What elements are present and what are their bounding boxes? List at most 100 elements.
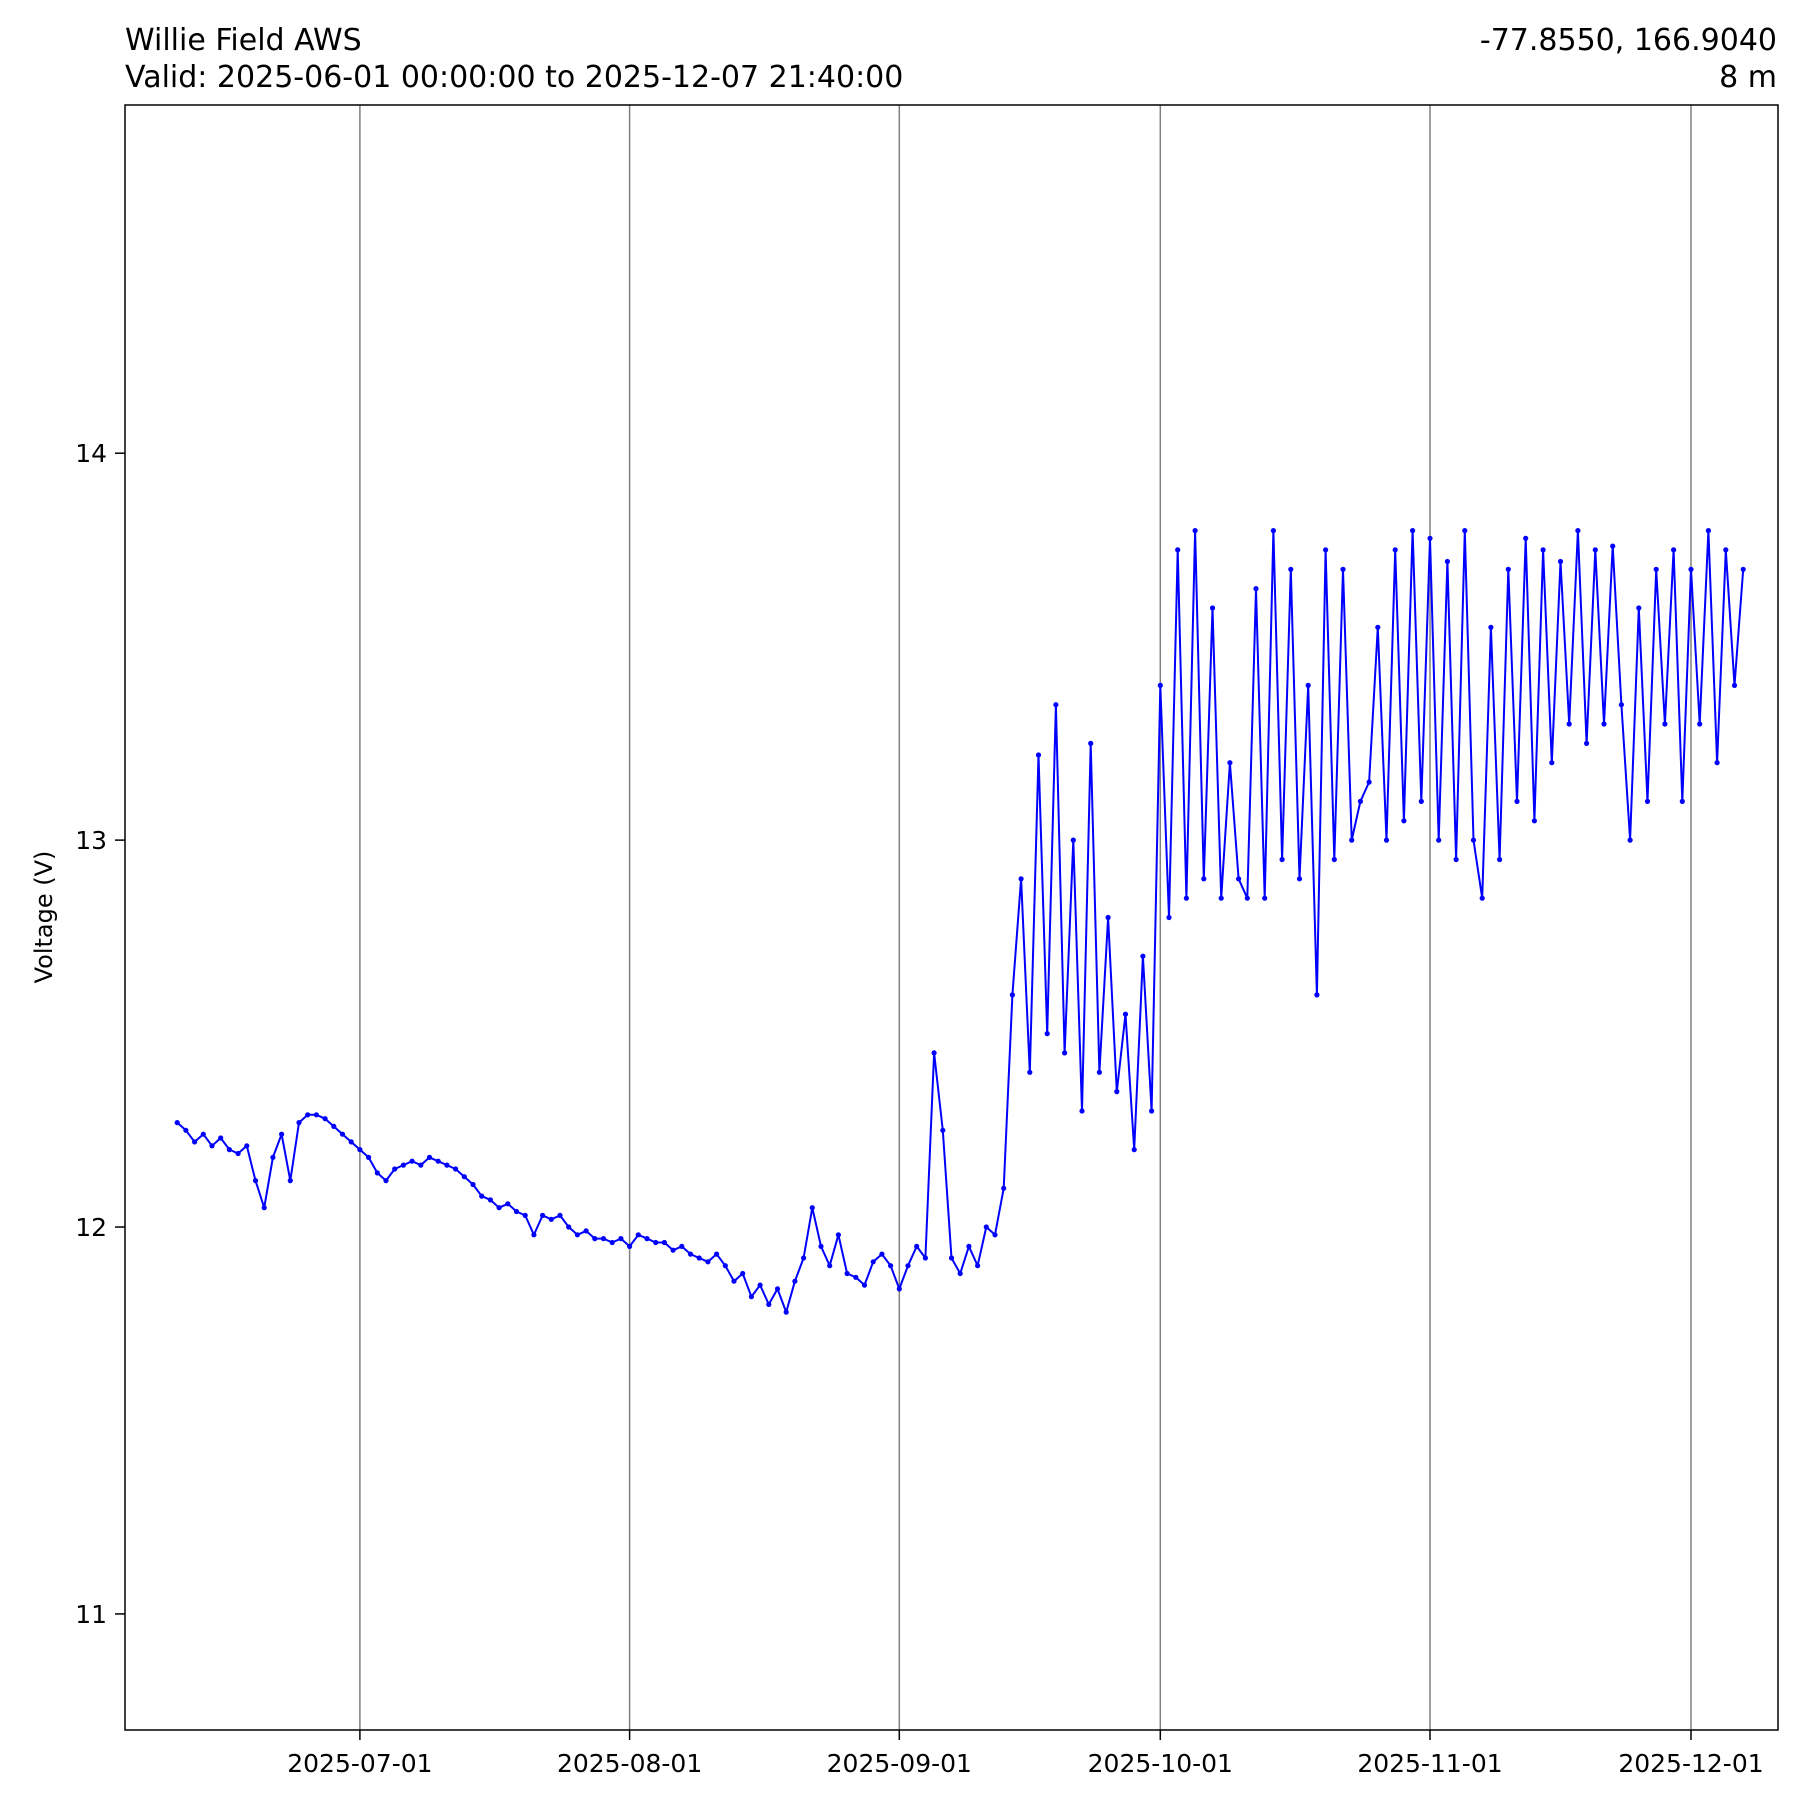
data-point-40: [522, 1212, 528, 1218]
data-point-39: [513, 1208, 520, 1215]
data-point-134: [1340, 566, 1346, 572]
data-point-118: [1201, 876, 1207, 882]
data-point-121: [1227, 760, 1233, 766]
data-point-153: [1505, 566, 1511, 572]
data-point-24: [383, 1178, 389, 1184]
data-point-35: [479, 1193, 485, 1199]
data-point-23: [374, 1170, 380, 1176]
data-point-33: [461, 1174, 467, 1180]
data-point-15: [305, 1112, 311, 1118]
data-point-130: [1305, 682, 1311, 689]
data-point-99: [1035, 752, 1042, 758]
data-point-14: [296, 1120, 302, 1126]
data-point-116: [1183, 895, 1189, 901]
data-point-100: [1044, 1031, 1050, 1037]
data-point-131: [1314, 992, 1320, 998]
data-point-64: [731, 1278, 737, 1284]
data-point-84: [905, 1263, 911, 1269]
data-point-7: [235, 1150, 241, 1157]
data-point-72: [801, 1255, 807, 1261]
data-point-38: [505, 1201, 511, 1207]
data-point-36: [487, 1197, 493, 1203]
data-point-57: [670, 1247, 676, 1253]
data-point-103: [1070, 837, 1076, 843]
data-point-91: [966, 1243, 972, 1249]
data-point-162: [1584, 740, 1590, 747]
data-point-54: [644, 1236, 650, 1242]
data-point-107: [1105, 914, 1111, 921]
data-point-59: [687, 1251, 694, 1257]
data-point-18: [331, 1123, 337, 1129]
data-point-81: [879, 1251, 885, 1257]
y-tick-label-3: 14: [75, 439, 107, 468]
data-point-70: [783, 1309, 789, 1315]
data-point-168: [1636, 605, 1642, 611]
data-point-68: [766, 1301, 772, 1307]
data-point-152: [1497, 856, 1503, 863]
data-point-133: [1331, 856, 1337, 863]
data-point-95: [1001, 1185, 1007, 1191]
data-point-82: [888, 1263, 894, 1269]
x-axis: 2025-07-01 2025-08-01 2025-09-01 2025-10-01…: [287, 1730, 1764, 1778]
data-point-90: [957, 1270, 963, 1277]
data-point-87: [931, 1050, 937, 1056]
data-point-142: [1410, 528, 1416, 534]
data-point-11: [270, 1154, 276, 1160]
data-point-19: [339, 1131, 346, 1137]
data-point-126: [1270, 528, 1276, 534]
y-tick-label-1: 12: [75, 1213, 107, 1242]
data-point-140: [1392, 547, 1398, 553]
data-point-86: [922, 1255, 929, 1261]
data-point-88: [940, 1127, 946, 1133]
data-point-5: [218, 1135, 224, 1141]
data-point-32: [453, 1166, 459, 1172]
data-point-167: [1627, 837, 1633, 843]
data-point-65: [740, 1270, 746, 1277]
data-point-163: [1592, 547, 1598, 553]
y-tick-label-2: 13: [75, 826, 107, 855]
data-point-29: [426, 1154, 433, 1160]
data-point-105: [1088, 740, 1094, 747]
data-point-174: [1688, 566, 1694, 572]
data-point-97: [1018, 876, 1024, 882]
y-axis-title: Voltage (V): [30, 851, 58, 984]
data-point-12: [279, 1131, 285, 1137]
data-point-43: [548, 1216, 554, 1222]
data-point-62: [714, 1251, 720, 1257]
data-point-135: [1349, 837, 1355, 843]
x-tick-label-2: 2025-09-01: [827, 1749, 972, 1778]
data-point-58: [679, 1243, 685, 1249]
data-point-55: [653, 1239, 659, 1246]
data-point-2: [192, 1139, 198, 1145]
data-point-60: [696, 1255, 702, 1261]
data-point-156: [1531, 818, 1537, 824]
data-point-27: [409, 1158, 415, 1164]
data-point-123: [1244, 895, 1250, 901]
plot-frame: [124, 104, 1779, 1731]
y-axis: 11 12 13 14: [75, 439, 125, 1629]
x-tick-label-5: 2025-12-01: [1618, 1749, 1763, 1778]
data-point-112: [1149, 1108, 1155, 1114]
data-point-155: [1523, 535, 1529, 541]
data-point-177: [1714, 760, 1720, 766]
data-point-8: [244, 1143, 250, 1149]
data-point-129: [1296, 876, 1303, 882]
data-point-98: [1027, 1069, 1033, 1075]
data-point-94: [992, 1232, 998, 1238]
data-point-96: [1009, 992, 1016, 998]
data-point-144: [1427, 535, 1433, 541]
data-point-120: [1218, 895, 1224, 901]
data-point-114: [1166, 914, 1172, 921]
station-name: Willie Field AWS: [125, 23, 362, 58]
data-point-172: [1671, 547, 1677, 553]
data-point-79: [861, 1282, 868, 1288]
data-point-158: [1549, 760, 1555, 766]
data-point-117: [1192, 528, 1198, 534]
data-point-37: [496, 1205, 502, 1211]
data-point-25: [392, 1166, 398, 1172]
data-point-161: [1575, 528, 1581, 534]
data-point-28: [418, 1162, 424, 1168]
data-point-76: [835, 1232, 842, 1238]
data-point-176: [1705, 528, 1711, 534]
